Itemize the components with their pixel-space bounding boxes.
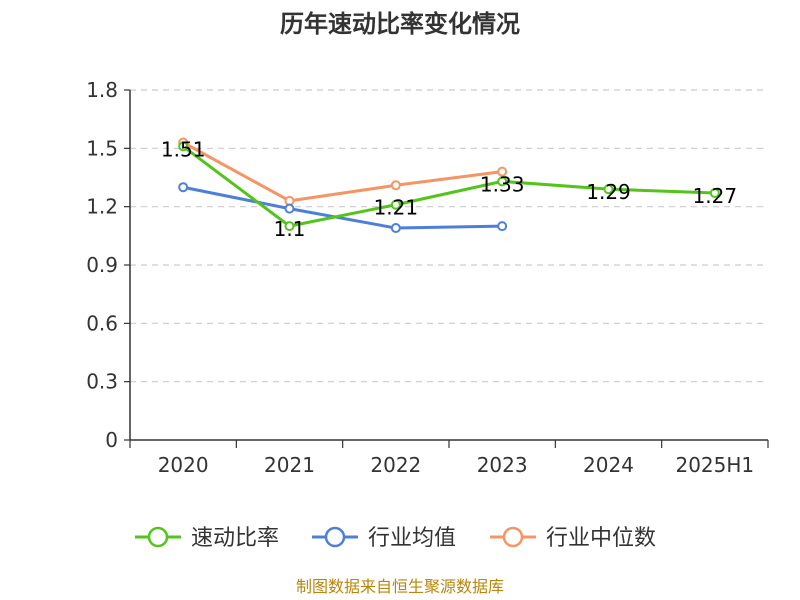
y-tick-label: 0.6 <box>86 311 118 335</box>
legend-marker <box>502 526 524 548</box>
legend-item[interactable]: 行业均值 <box>312 526 456 551</box>
legend[interactable]: 速动比率 行业均值 行业中位数 <box>135 526 656 551</box>
series-line <box>182 185 503 230</box>
y-tick-label: 0.3 <box>86 370 118 394</box>
data-label: 1.33 <box>480 172 525 196</box>
data-point <box>390 223 401 234</box>
x-tick-label: 2024 <box>583 453 634 477</box>
y-tick-label: 1.2 <box>86 195 118 219</box>
legend-label: 行业均值 <box>368 526 456 551</box>
series-layer <box>178 137 720 234</box>
x-tick-label: 2023 <box>477 453 528 477</box>
legend-label: 速动比率 <box>191 526 279 551</box>
x-tick-label: 2020 <box>158 453 209 477</box>
data-point <box>390 199 401 210</box>
data-label: 1.21 <box>374 196 419 220</box>
x-tick-label: 2021 <box>264 453 315 477</box>
data-point <box>497 166 508 177</box>
axes: 0 0.3 0.6 0.9 1.2 1.5 1.8 2020 2021 2022 2023 2024 2… <box>86 78 769 477</box>
data-point <box>603 184 614 195</box>
data-label: 1.1 <box>274 217 306 241</box>
data-point <box>390 180 401 191</box>
series-line <box>182 141 503 203</box>
y-tick-label: 1.5 <box>86 136 118 160</box>
data-labels: 1.51 1.1 1.21 1.33 1.29 1.27 <box>161 137 737 241</box>
data-label: 1.29 <box>586 180 631 204</box>
y-tick-label: 0.9 <box>86 253 118 277</box>
legend-label: 行业中位数 <box>546 526 656 551</box>
y-tick-label: 1.8 <box>86 78 118 102</box>
series-line <box>182 145 715 228</box>
legend-item[interactable]: 行业中位数 <box>490 526 656 551</box>
legend-marker <box>324 526 346 548</box>
data-label: 1.51 <box>161 137 206 161</box>
legend-marker <box>147 526 169 548</box>
x-tick-label: 2022 <box>370 453 421 477</box>
data-point <box>284 221 295 232</box>
x-tick-label: 2025H1 <box>675 453 754 477</box>
data-point <box>497 221 508 232</box>
y-tick-label: 0 <box>105 428 118 452</box>
chart-title: 历年速动比率变化情况 <box>280 10 520 38</box>
data-point <box>284 203 295 214</box>
source-note: 制图数据来自恒生聚源数据库 <box>296 577 504 596</box>
grid-lines <box>130 89 768 383</box>
data-point <box>178 182 189 193</box>
data-label: 1.27 <box>693 184 738 208</box>
data-point <box>709 188 720 199</box>
legend-item[interactable]: 速动比率 <box>135 526 279 551</box>
data-point <box>497 176 508 187</box>
data-point <box>178 141 189 152</box>
